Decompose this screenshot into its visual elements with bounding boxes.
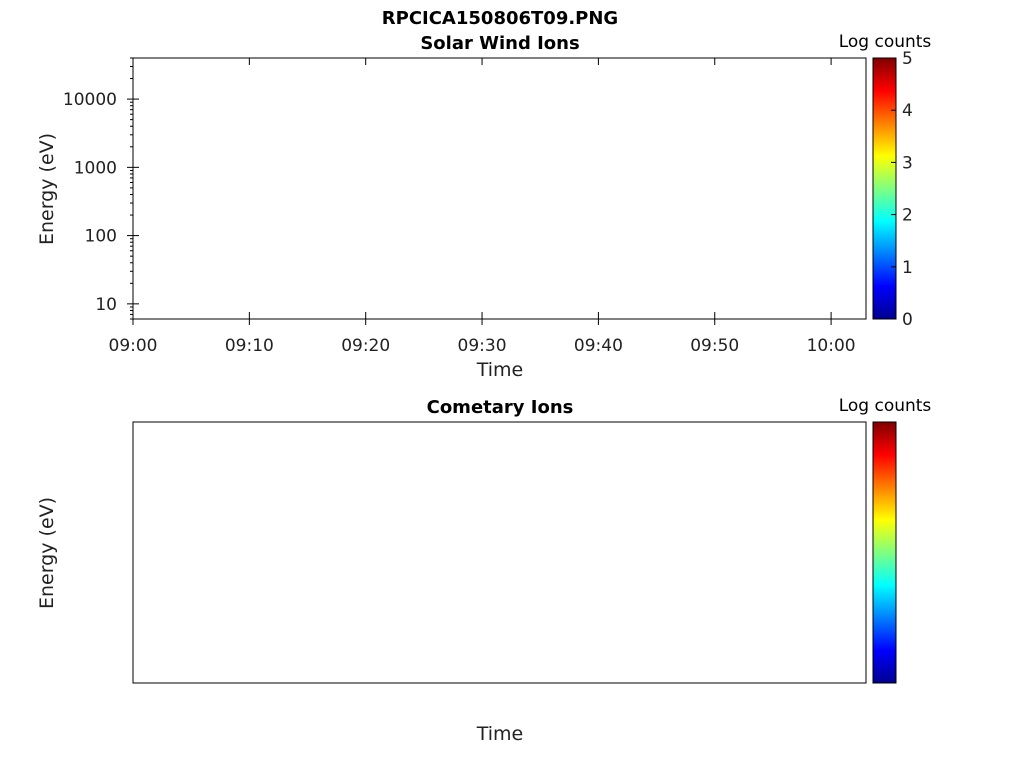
x-tick-label: 09:40: [574, 336, 623, 356]
colorbar-tick-label: 5: [902, 49, 913, 69]
figure-title: RPCICA150806T09.PNG: [382, 8, 618, 29]
panel-title: Solar Wind Ions: [420, 33, 579, 54]
colorbar-tick-label: 2: [902, 206, 913, 226]
colorbar-scale: [872, 421, 897, 684]
colorbar-scale: [872, 57, 897, 320]
y-axis-label: Energy (eV): [36, 497, 58, 609]
x-axis-label: Time: [476, 359, 524, 381]
colorbar-label: Log counts: [839, 396, 932, 416]
colorbar-ticks: 0 1 2 3 4 5: [891, 49, 913, 330]
axes-frame: [132, 421, 867, 684]
panel-solar-wind-ions: Solar Wind Ions 09:00 09:10 09:20 09:30 09:4…: [36, 32, 931, 381]
x-tick-label: 09:20: [341, 336, 390, 356]
colorbar-tick-label: 0: [902, 310, 913, 330]
y-tick-label: 100: [85, 227, 117, 247]
x-tick-label: 10:00: [807, 336, 856, 356]
plot-area: [132, 421, 867, 684]
colorbar-label: Log counts: [839, 32, 932, 52]
x-tick-label: 09:50: [690, 336, 739, 356]
colorbar-tick-label: 3: [902, 153, 913, 173]
y-tick-label: 10000: [63, 90, 117, 110]
panel-title: Cometary Ions: [427, 397, 574, 418]
x-tick-label: 09:10: [225, 336, 274, 356]
x-tick-label: 09:30: [458, 336, 507, 356]
colorbar-tick-label: 1: [902, 258, 913, 278]
y-axis-label: Energy (eV): [36, 133, 58, 245]
x-axis: 09:00 09:10 09:20 09:30 09:40 09:50 10:00: [109, 58, 856, 356]
plot-area: [132, 57, 867, 320]
x-axis-label: Time: [476, 723, 524, 745]
panel-cometary-ions: Cometary Ions Time Energy (eV) Log count…: [36, 396, 931, 745]
axes-frame: [132, 57, 867, 320]
colorbar-tick-label: 4: [902, 101, 913, 121]
y-axis: 10 100 1000 10000: [63, 57, 139, 320]
x-tick-label: 09:00: [109, 336, 158, 356]
colorbar: 0 1 2 3 4 5 Log counts: [839, 32, 932, 330]
y-tick-label: 1000: [74, 158, 117, 178]
y-tick-label: 10: [95, 295, 117, 315]
colorbar: Log counts: [839, 396, 932, 684]
